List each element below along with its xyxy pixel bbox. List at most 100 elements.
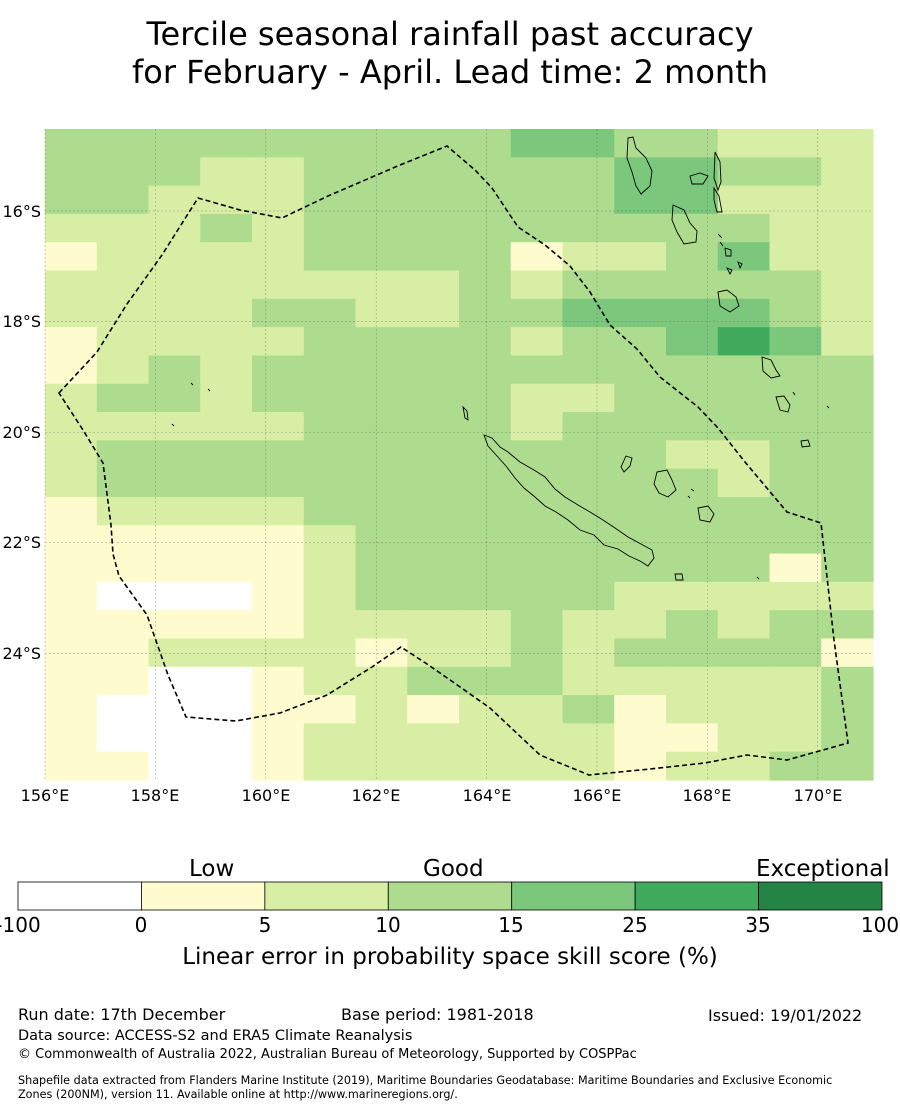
lat-label-18s: 18°S: [2, 312, 41, 331]
skill-cell: [200, 298, 253, 328]
skill-cell: [355, 157, 408, 187]
skill-cell: [717, 723, 771, 753]
skill-cell: [666, 751, 719, 781]
skill-cell: [148, 581, 201, 611]
skill-cell: [96, 610, 150, 640]
skill-cell: [562, 581, 615, 611]
espiritu-santo: [626, 136, 653, 195]
skill-cell: [717, 553, 771, 583]
skill-cell: [148, 751, 201, 781]
lifou-island: [653, 469, 677, 498]
lon-label-166e: 166°E: [572, 786, 622, 805]
skill-cell: [200, 383, 253, 413]
run-date: Run date: 17th December: [18, 1005, 226, 1024]
map-title-line-2: for February - April. Lead time: 2 month: [131, 53, 769, 91]
skill-cell: [769, 213, 822, 243]
skill-cell: [769, 355, 822, 385]
skill-cell: [407, 695, 460, 724]
skill-cell: [355, 496, 408, 526]
skill-cell: [510, 298, 564, 328]
skill-cell: [614, 242, 667, 272]
skill-cell: [148, 270, 201, 300]
skill-cell: [510, 581, 564, 611]
skill-cell: [407, 213, 460, 243]
skill-cell: [562, 440, 615, 470]
map-gridlines: [44, 129, 873, 780]
skill-cell: [303, 666, 357, 696]
skill-cell: [666, 581, 719, 611]
colorbar-category-low: Low: [189, 856, 235, 882]
colorbar-tick: 5: [258, 913, 272, 937]
skill-cell: [407, 496, 460, 526]
skill-cell: [355, 581, 408, 611]
skill-cell: [769, 666, 822, 696]
colorbar-swatch: [634, 881, 759, 911]
skill-cell: [407, 610, 460, 640]
aneityum-island: [800, 439, 811, 448]
skill-cell: [45, 525, 98, 555]
skill-cell: [614, 525, 667, 555]
skill-cell: [355, 298, 408, 328]
skill-cell: [459, 355, 512, 385]
skill-cell: [821, 638, 874, 668]
skill-cell: [303, 751, 357, 781]
skill-cell: [769, 553, 822, 583]
skill-cell: [252, 695, 305, 724]
skill-cell: [407, 327, 460, 357]
skill-cell: [562, 666, 615, 696]
skill-cell: [459, 383, 512, 413]
skill-cell: [407, 242, 460, 272]
skill-cell: [355, 355, 408, 385]
skill-cell: [200, 327, 253, 357]
skill-cell: [303, 525, 357, 555]
skill-cell: [821, 129, 874, 158]
skill-cell: [666, 327, 719, 357]
skill-cell: [96, 666, 150, 696]
skill-cell: [355, 723, 408, 753]
skill-cell: [252, 610, 305, 640]
skill-cell: [459, 553, 512, 583]
skill-cell: [355, 666, 408, 696]
eez-boundary-dashed: [57, 145, 849, 776]
colorbar-tick: 25: [622, 913, 648, 937]
skill-cell: [769, 525, 822, 555]
skill-cell: [510, 666, 564, 696]
skill-cell: [459, 440, 512, 470]
skill-cell: [200, 412, 253, 441]
skill-cell: [459, 723, 512, 753]
skill-cell: [252, 638, 305, 668]
skill-cell: [717, 383, 771, 413]
skill-cell: [252, 185, 305, 215]
skill-cell: [769, 129, 822, 158]
skill-cell: [769, 638, 822, 668]
skill-cell: [459, 298, 512, 328]
colorbar-swatch: [387, 881, 513, 911]
skill-cell: [769, 610, 822, 640]
skill-cell: [303, 412, 357, 441]
skill-cell: [510, 412, 564, 441]
skill-cell: [45, 412, 98, 441]
skill-cell: [45, 213, 98, 243]
skill-cell: [96, 440, 150, 470]
skill-cell: [200, 496, 253, 526]
skill-cell: [666, 355, 719, 385]
skill-cell: [148, 298, 201, 328]
skill-cell: [717, 242, 771, 272]
skill-cell: [821, 496, 874, 526]
skill-cell: [96, 157, 150, 187]
skill-cell: [614, 412, 667, 441]
issued-date: Issued: 19/01/2022: [708, 1006, 863, 1025]
skill-cell: [666, 412, 719, 441]
skill-cell: [303, 383, 357, 413]
skill-cell: [303, 695, 357, 724]
skill-cell: [562, 525, 615, 555]
skill-cell: [355, 412, 408, 441]
skill-cell: [407, 468, 460, 498]
colorbar-swatch: [758, 881, 883, 911]
skill-cell: [769, 298, 822, 328]
skill-cell: [355, 610, 408, 640]
skill-cell: [303, 581, 357, 611]
skill-cell: [717, 751, 771, 781]
skill-cell: [666, 468, 719, 498]
